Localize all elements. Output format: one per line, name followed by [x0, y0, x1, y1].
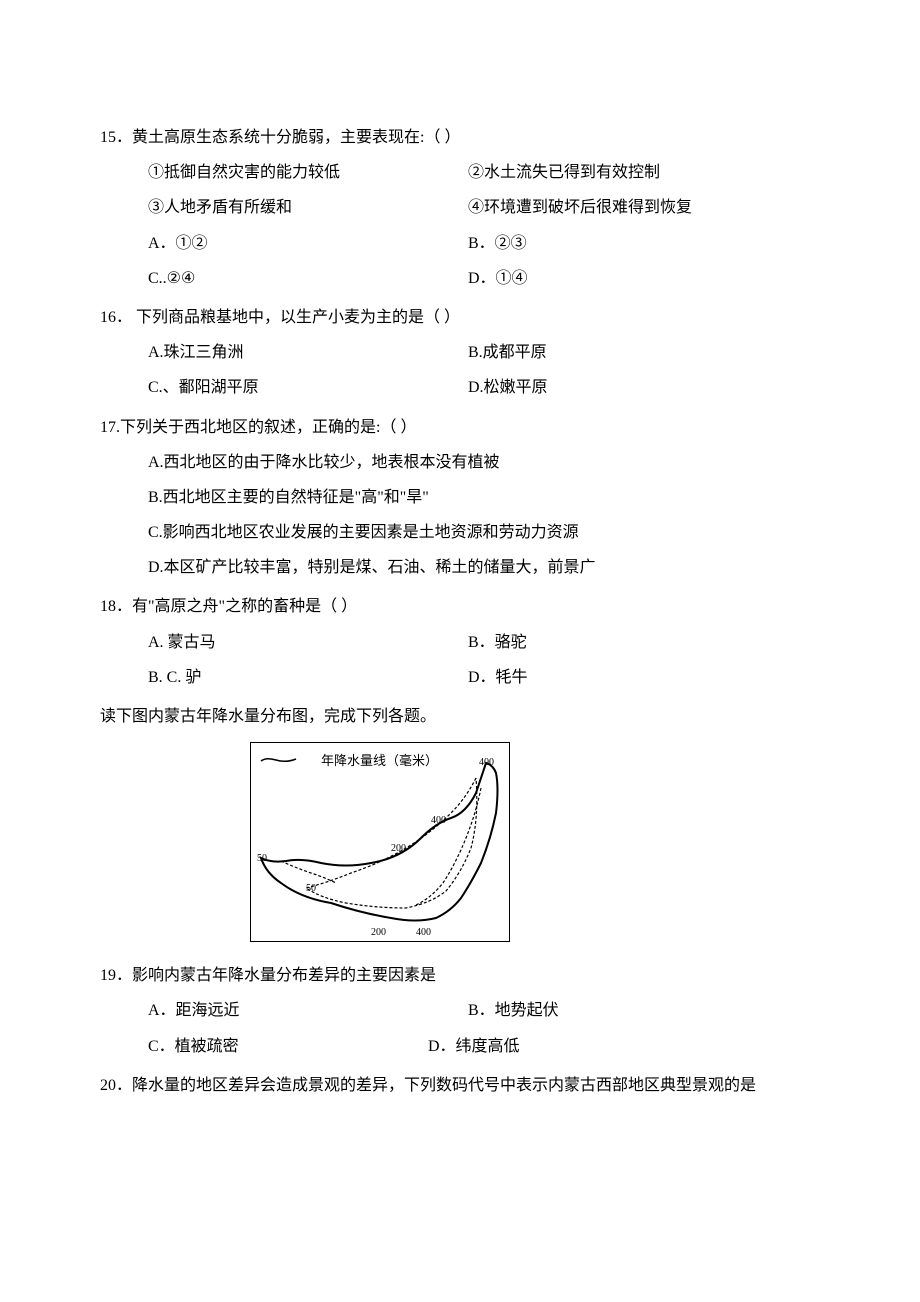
map-container: 50 50 200 200 400 400 400 年降水量线（毫米）	[100, 742, 820, 942]
option-row: C..②④ D．①④	[100, 261, 820, 296]
option-b: B.成都平原	[468, 335, 820, 370]
outer-boundary	[261, 763, 498, 921]
question-text: 16． 下列商品粮基地中，以生产小麦为主的是（ ）	[100, 300, 820, 335]
map-num-200: 200	[371, 927, 386, 938]
question-16: 16． 下列商品粮基地中，以生产小麦为主的是（ ） A.珠江三角洲 B.成都平原…	[100, 300, 820, 406]
question-text: 17.下列关于西北地区的叙述，正确的是:（ ）	[100, 410, 820, 445]
option-d: D.松嫩平原	[468, 370, 820, 405]
sub-item-right: ④环境遭到破坏后很难得到恢复	[468, 190, 820, 225]
question-17: 17.下列关于西北地区的叙述，正确的是:（ ） A.西北地区的由于降水比较少，地…	[100, 410, 820, 586]
option-c: B. C. 驴	[148, 660, 468, 695]
option-b: B.西北地区主要的自然特征是"高"和"旱"	[100, 480, 820, 515]
question-text: 18．有"高原之舟"之称的畜种是（ ）	[100, 589, 820, 624]
option-c: C．植被疏密	[148, 1029, 468, 1064]
question-number: 20．	[100, 1077, 132, 1094]
map-label: 年降水量线（毫米）	[321, 747, 438, 776]
question-number: 19．	[100, 967, 132, 984]
question-stem: 有"高原之舟"之称的畜种是（ ）	[132, 598, 357, 615]
question-text: 15．黄土高原生态系统十分脆弱，主要表现在:（ ）	[100, 120, 820, 155]
question-stem: 影响内蒙古年降水量分布差异的主要因素是	[132, 967, 436, 984]
sub-item-left: ③人地矛盾有所缓和	[148, 190, 468, 225]
option-row: A．距海远近 B．地势起伏	[100, 993, 820, 1028]
question-text: 19．影响内蒙古年降水量分布差异的主要因素是	[100, 958, 820, 993]
option-a: A.珠江三角洲	[148, 335, 468, 370]
option-row: B. C. 驴 D．牦牛	[100, 660, 820, 695]
question-number: 16．	[100, 309, 132, 326]
question-15: 15．黄土高原生态系统十分脆弱，主要表现在:（ ） ①抵御自然灾害的能力较低 ②…	[100, 120, 820, 296]
option-row: C.、鄱阳湖平原 D.松嫩平原	[100, 370, 820, 405]
option-c: C..②④	[148, 261, 468, 296]
option-c: C.、鄱阳湖平原	[148, 370, 468, 405]
sub-item-right: ②水土流失已得到有效控制	[468, 155, 820, 190]
intro-text: 读下图内蒙古年降水量分布图，完成下列各题。	[100, 699, 820, 734]
question-number: 15．	[100, 129, 132, 146]
option-a: A．①②	[148, 226, 468, 261]
map-box: 50 50 200 200 400 400 400 年降水量线（毫米）	[250, 742, 510, 942]
question-stem: 下列关于西北地区的叙述，正确的是:（ ）	[120, 419, 416, 436]
question-stem: 下列商品粮基地中，以生产小麦为主的是（ ）	[132, 309, 460, 326]
question-19: 19．影响内蒙古年降水量分布差异的主要因素是 A．距海远近 B．地势起伏 C．植…	[100, 958, 820, 1064]
map-num-400: 400	[416, 927, 431, 938]
option-a: A. 蒙古马	[148, 625, 468, 660]
option-b: B．②③	[468, 226, 820, 261]
question-text: 20．降水量的地区差异会造成景观的差异，下列数码代号中表示内蒙古西部地区典型景观…	[100, 1068, 820, 1103]
map-num-200: 200	[391, 843, 406, 854]
question-stem: 黄土高原生态系统十分脆弱，主要表现在:（ ）	[132, 129, 460, 146]
question-18: 18．有"高原之舟"之称的畜种是（ ） A. 蒙古马 B．骆驼 B. C. 驴 …	[100, 589, 820, 695]
question-stem: 降水量的地区差异会造成景观的差异，下列数码代号中表示内蒙古西部地区典型景观的是	[132, 1077, 756, 1094]
option-row: C．植被疏密 D．纬度高低	[100, 1029, 820, 1064]
map-num-50: 50	[306, 883, 316, 894]
question-20: 20．降水量的地区差异会造成景观的差异，下列数码代号中表示内蒙古西部地区典型景观…	[100, 1068, 820, 1103]
question-number: 17.	[100, 419, 120, 436]
option-b: B．骆驼	[468, 625, 820, 660]
sub-item-left: ①抵御自然灾害的能力较低	[148, 155, 468, 190]
question-number: 18．	[100, 598, 132, 615]
option-b: B．地势起伏	[468, 993, 820, 1028]
option-c: C.影响西北地区农业发展的主要因素是土地资源和劳动力资源	[100, 515, 820, 550]
sub-item-row: ①抵御自然灾害的能力较低 ②水土流失已得到有效控制	[100, 155, 820, 190]
map-num-400: 400	[479, 757, 494, 768]
map-num-400: 400	[431, 815, 446, 826]
option-a: A.西北地区的由于降水比较少，地表根本没有植被	[100, 445, 820, 480]
sub-item-row: ③人地矛盾有所缓和 ④环境遭到破坏后很难得到恢复	[100, 190, 820, 225]
option-row: A. 蒙古马 B．骆驼	[100, 625, 820, 660]
option-d: D.本区矿产比较丰富，特别是煤、石油、稀土的储量大，前景广	[100, 550, 820, 585]
option-a: A．距海远近	[148, 993, 468, 1028]
map-num-50: 50	[257, 853, 267, 864]
option-d: D．纬度高低	[428, 1029, 820, 1064]
option-row: A．①② B．②③	[100, 226, 820, 261]
legend-line	[261, 759, 296, 762]
option-d: D．①④	[468, 261, 820, 296]
option-d: D．牦牛	[468, 660, 820, 695]
option-row: A.珠江三角洲 B.成都平原	[100, 335, 820, 370]
